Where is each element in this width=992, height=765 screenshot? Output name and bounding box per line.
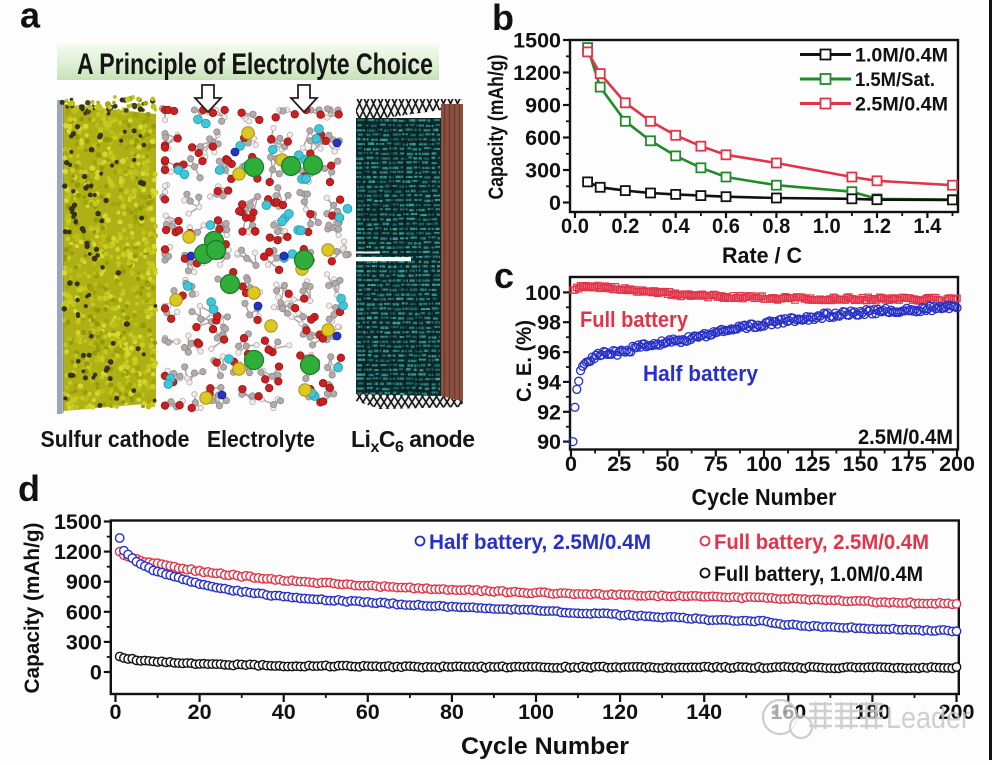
svg-text:Full battery, 1.0M/0.4M: Full battery, 1.0M/0.4M — [714, 563, 923, 586]
svg-text:Capacity (mAh/g): Capacity (mAh/g) — [485, 55, 508, 200]
svg-text:d: d — [18, 468, 40, 509]
svg-text:140: 140 — [686, 700, 722, 724]
svg-text:125: 125 — [794, 452, 830, 476]
svg-text:900: 900 — [66, 570, 102, 594]
svg-text:C. E. (%): C. E. (%) — [513, 320, 536, 402]
svg-text:300: 300 — [525, 159, 561, 183]
svg-text:2.5M/0.4M: 2.5M/0.4M — [855, 94, 948, 116]
svg-text:c: c — [494, 255, 514, 296]
svg-text:80: 80 — [440, 700, 464, 724]
svg-text:0.6: 0.6 — [712, 214, 740, 238]
svg-text:20: 20 — [188, 700, 212, 724]
svg-text:0: 0 — [110, 700, 122, 724]
svg-text:Sulfur cathode: Sulfur cathode — [41, 426, 190, 452]
svg-text:98: 98 — [537, 311, 561, 335]
svg-text:1.0M/0.4M: 1.0M/0.4M — [855, 45, 948, 67]
svg-text:92: 92 — [537, 400, 561, 424]
svg-text:Half battery, 2.5M/0.4M: Half battery, 2.5M/0.4M — [429, 531, 651, 554]
svg-text:0: 0 — [549, 191, 561, 215]
svg-text:0.0: 0.0 — [561, 214, 589, 238]
svg-text:Cycle Number: Cycle Number — [692, 484, 837, 510]
svg-text:94: 94 — [537, 370, 561, 394]
svg-text:40: 40 — [272, 700, 296, 724]
svg-text:0: 0 — [565, 452, 577, 476]
svg-text:Cycle Number: Cycle Number — [461, 733, 629, 760]
svg-text:100: 100 — [746, 452, 782, 476]
svg-text:50: 50 — [656, 452, 680, 476]
svg-text:Leader: Leader — [886, 700, 970, 735]
svg-text:Electrolyte: Electrolyte — [207, 426, 315, 452]
svg-text:25: 25 — [607, 452, 631, 476]
svg-text:90: 90 — [537, 430, 561, 454]
svg-text:1500: 1500 — [513, 29, 561, 53]
svg-text:0.2: 0.2 — [611, 214, 639, 238]
svg-text:96: 96 — [537, 341, 561, 365]
svg-text:200: 200 — [939, 452, 975, 476]
svg-text:100: 100 — [525, 281, 561, 305]
svg-text:0: 0 — [90, 661, 102, 685]
svg-text:600: 600 — [66, 600, 102, 624]
svg-text:1.5M/Sat.: 1.5M/Sat. — [855, 69, 935, 91]
svg-text:Capacity (mAh/g): Capacity (mAh/g) — [20, 523, 44, 694]
svg-text:100: 100 — [518, 700, 554, 724]
svg-text:1500: 1500 — [54, 510, 102, 534]
svg-text:0.4: 0.4 — [662, 214, 690, 238]
svg-text:b: b — [492, 0, 514, 38]
svg-text:1200: 1200 — [54, 540, 102, 564]
svg-text:Half battery: Half battery — [643, 361, 759, 386]
svg-text:LixC6 anode: LixC6 anode — [351, 426, 475, 456]
svg-text:120: 120 — [602, 700, 638, 724]
svg-text:300: 300 — [66, 630, 102, 654]
svg-text:150: 150 — [843, 452, 879, 476]
svg-text:1.4: 1.4 — [913, 214, 941, 238]
svg-text:900: 900 — [525, 94, 561, 118]
svg-text:175: 175 — [891, 452, 927, 476]
svg-text:A Principle of Electrolyte Cho: A Principle of Electrolyte Choice — [77, 48, 433, 81]
svg-text:2.5M/0.4M: 2.5M/0.4M — [858, 426, 953, 449]
svg-text:Full battery: Full battery — [580, 307, 689, 332]
svg-text:600: 600 — [525, 126, 561, 150]
svg-text:1.0: 1.0 — [813, 214, 841, 238]
svg-text:60: 60 — [356, 700, 380, 724]
svg-text:Rate / C: Rate / C — [722, 243, 802, 268]
svg-text:75: 75 — [704, 452, 728, 476]
svg-text:1.2: 1.2 — [863, 214, 891, 238]
svg-text:Full battery, 2.5M/0.4M: Full battery, 2.5M/0.4M — [714, 531, 929, 554]
svg-text:1200: 1200 — [513, 61, 561, 85]
svg-text:0.8: 0.8 — [762, 214, 790, 238]
svg-text:a: a — [20, 0, 41, 36]
